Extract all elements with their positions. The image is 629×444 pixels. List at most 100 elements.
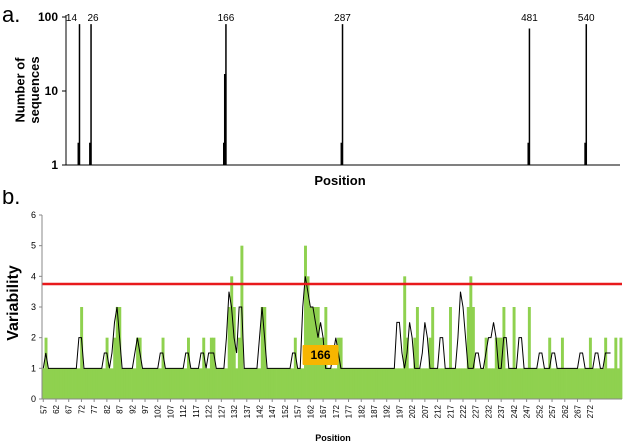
chart-b-bar <box>156 368 160 399</box>
chart-b-bar <box>370 368 374 399</box>
chart-b-bar <box>44 337 48 399</box>
chart-b-bar <box>576 368 580 399</box>
chart-b-x-tick-label: 242 <box>510 404 519 418</box>
chart-a-peak-label: 481 <box>521 13 538 24</box>
chart-a-peak-label: 540 <box>578 13 595 24</box>
chart-a-y-tick-label: 10 <box>45 84 59 98</box>
chart-b-bar <box>436 368 440 399</box>
chart-b-bar <box>286 368 290 399</box>
chart-b-bar <box>265 368 269 399</box>
chart-b-x-tick-label: 152 <box>281 404 290 418</box>
chart-b-bar <box>220 368 224 399</box>
chart-b-x-tick-label: 132 <box>230 404 239 418</box>
chart-b-bar <box>591 368 595 399</box>
chart-b-bar <box>138 337 142 399</box>
chart-b-bar <box>532 368 536 399</box>
panel-b-label: b. <box>2 190 20 209</box>
chart-b-x-tick-label: 177 <box>345 404 354 418</box>
chart-a-y-axis-title: Number ofsequences <box>13 56 42 123</box>
chart-b-bar <box>352 368 356 399</box>
chart-b-bar <box>42 368 45 399</box>
chart-b-bar <box>298 368 302 399</box>
chart-b-bar <box>301 368 305 399</box>
chart-b-bar <box>143 368 147 399</box>
chart-b-bar <box>72 368 76 399</box>
chart-b-bar <box>578 368 582 399</box>
chart-b-bar <box>543 368 547 399</box>
chart-b-bar <box>54 368 58 399</box>
chart-b-bar <box>365 368 369 399</box>
chart-b-bar <box>604 337 608 399</box>
chart-b-x-tick-label: 202 <box>408 404 417 418</box>
chart-b-bar <box>489 368 493 399</box>
chart-b-bar <box>64 368 68 399</box>
chart-b-bar <box>510 368 514 399</box>
chart-b-bar <box>527 307 531 399</box>
chart-a-peak-label: 26 <box>87 13 99 24</box>
chart-b-bar <box>253 368 257 399</box>
chart-b-bar <box>441 368 445 399</box>
chart-b-bar <box>288 368 292 399</box>
chart-b-bar <box>187 337 190 399</box>
chart-b-xlabel: Position <box>315 433 351 443</box>
chart-b-bar <box>606 368 610 399</box>
chart-b-bar <box>609 368 613 399</box>
chart-b-bar <box>482 368 486 399</box>
chart-b-bar <box>469 276 473 399</box>
chart-b-bar <box>225 368 229 399</box>
chart-b-bar <box>296 368 300 399</box>
chart-b-bar <box>449 307 452 399</box>
chart-a-peak-label: 14 <box>66 13 78 24</box>
chart-b-x-tick-label: 67 <box>65 404 74 413</box>
chart-b-bar <box>105 337 109 399</box>
chart-b-bar <box>176 368 180 399</box>
chart-a-y-tick-label: 100 <box>38 10 58 24</box>
chart-b-x-tick-label: 117 <box>192 404 201 417</box>
chart-b-bar <box>153 368 157 399</box>
chart-b-bar <box>535 368 539 399</box>
chart-b-x-tick-label: 182 <box>357 404 366 418</box>
chart-b-x-tick-label: 232 <box>484 404 493 418</box>
chart-b-bar <box>354 368 358 399</box>
chart-b-bar <box>471 307 475 399</box>
chart-b-bar <box>454 368 458 399</box>
chart-b-x-tick-label: 112 <box>179 404 188 417</box>
chart-b-moving-average-line <box>42 276 611 369</box>
chart-a-ylabel-line: sequences <box>27 56 42 123</box>
chart-b-x-tick-label: 82 <box>103 404 112 413</box>
chart-b-bar <box>494 337 498 399</box>
chart-b-bar <box>227 307 231 399</box>
chart-b-bar <box>573 368 577 399</box>
chart-b-bar <box>321 337 325 399</box>
chart-b-bar <box>616 368 620 399</box>
chart-b-bar <box>62 368 66 399</box>
chart-b-x-tick-label: 247 <box>523 404 532 418</box>
chart-b-y-tick-label: 1 <box>31 363 36 373</box>
chart-b-bar <box>214 368 218 399</box>
chart-b-bar <box>517 368 521 399</box>
chart-b-x-tick-label: 227 <box>472 404 481 418</box>
chart-b-x-tick-label: 162 <box>306 404 315 418</box>
chart-b-bar <box>362 368 366 399</box>
chart-b-bar <box>456 368 460 399</box>
chart-b-bar <box>408 368 412 399</box>
chart-b-bar <box>512 307 516 399</box>
chart-b-bar <box>451 368 455 399</box>
chart-b-bar <box>169 368 173 399</box>
chart-b-bar <box>487 368 491 399</box>
chart-b-bar <box>263 307 267 399</box>
chart-b-bar <box>212 337 216 399</box>
chart-b-y-tick-label: 4 <box>31 271 36 281</box>
chart-b-bar <box>181 368 185 399</box>
chart-b-bar <box>87 368 91 399</box>
chart-b-bar <box>426 368 430 399</box>
chart-b-bar <box>100 368 104 399</box>
chart-b-bar <box>108 368 112 399</box>
chart-b-bar <box>123 368 127 399</box>
chart-b-bar <box>619 337 623 399</box>
chart-b-bar <box>179 368 183 399</box>
chart-b-x-tick-label: 102 <box>154 404 163 418</box>
chart-b-bar <box>128 368 132 399</box>
chart-b-bar <box>207 368 211 399</box>
chart-b-bar <box>398 368 402 399</box>
